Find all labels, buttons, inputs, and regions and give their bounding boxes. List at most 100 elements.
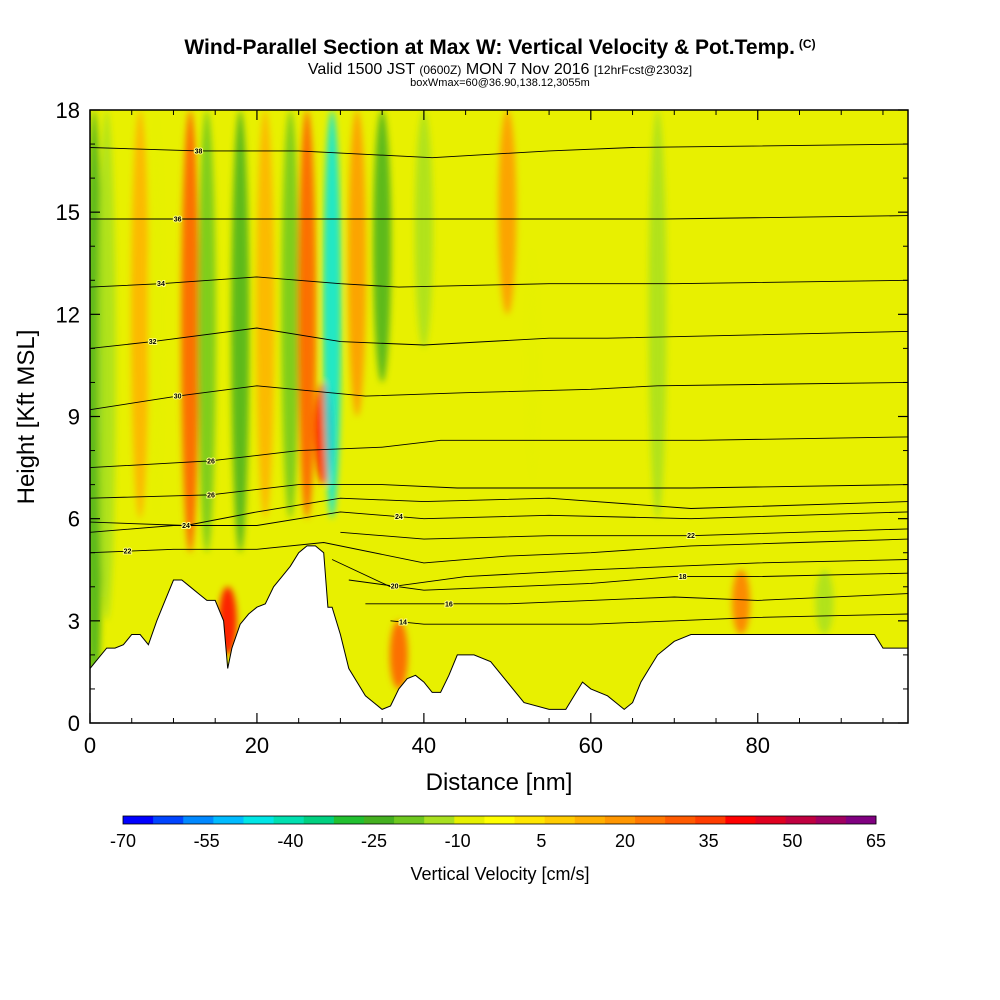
theta-contour-13 bbox=[90, 215, 908, 220]
colorbar-label-5: 5 bbox=[536, 831, 546, 851]
theta-contour-label-7: 24 bbox=[182, 523, 190, 530]
colorbar-swatch-8 bbox=[363, 816, 395, 824]
w-streak-7 bbox=[231, 110, 250, 553]
x-tick-label-20: 20 bbox=[245, 733, 269, 758]
theta-contour-label-12: 34 bbox=[157, 281, 165, 288]
w-streak-17 bbox=[498, 110, 517, 315]
x-tick-label-0: 0 bbox=[84, 733, 96, 758]
colorbar-title: Vertical Velocity [cm/s] bbox=[410, 864, 589, 884]
colorbar-label-65: 65 bbox=[866, 831, 886, 851]
colorbar-label-50: 50 bbox=[782, 831, 802, 851]
w-streak-12 bbox=[323, 110, 342, 519]
w-streak-19 bbox=[648, 110, 667, 519]
colorbar-swatch-1 bbox=[153, 816, 184, 824]
colorbar-swatch-20 bbox=[725, 816, 756, 824]
theta-contour-label-8: 26 bbox=[207, 492, 215, 499]
w-streak-1 bbox=[97, 110, 116, 621]
theta-contour-0 bbox=[390, 613, 908, 625]
x-tick-label-80: 80 bbox=[746, 733, 770, 758]
theta-contour-12 bbox=[90, 276, 908, 288]
w-streak-18 bbox=[523, 246, 542, 485]
terrain-mask bbox=[90, 545, 908, 723]
colorbar-swatch-0 bbox=[123, 816, 154, 824]
plot-area: 14 16 18 20 22 22 24 24 26 26 30 32 34 36 38 bbox=[90, 110, 908, 723]
copyright-mark: (C) bbox=[798, 37, 816, 51]
colorbar-label--70: -70 bbox=[110, 831, 136, 851]
theta-contour-2 bbox=[348, 572, 908, 591]
theta-contour-4 bbox=[90, 538, 908, 564]
colorbar-swatch-11 bbox=[454, 816, 485, 824]
colorbar-label--55: -55 bbox=[194, 831, 220, 851]
theta-contour-label-11: 32 bbox=[149, 339, 157, 346]
potential-temperature-contours: 14 16 18 20 22 22 24 24 26 26 30 32 34 36 38 bbox=[90, 143, 908, 628]
w-streak-2 bbox=[131, 110, 150, 519]
y-tick-label-0: 0 bbox=[68, 711, 80, 736]
x-axis-title: Distance [nm] bbox=[426, 769, 573, 796]
theta-contour-7 bbox=[90, 497, 908, 526]
theta-contour-label-4: 22 bbox=[124, 549, 132, 556]
colorbar-swatch-22 bbox=[785, 816, 817, 824]
w-streak-9 bbox=[281, 110, 300, 519]
colorbar-swatch-7 bbox=[333, 816, 365, 824]
w-streak-3 bbox=[147, 110, 166, 519]
w-streak-8 bbox=[256, 110, 275, 519]
valid-date: MON 7 Nov 2016 bbox=[465, 61, 590, 78]
forecast-info: [12hrFcst@2303z] bbox=[593, 63, 693, 77]
theta-contour-10 bbox=[90, 381, 908, 411]
theta-contour-label-14: 38 bbox=[195, 148, 203, 155]
y-tick-label-6: 6 bbox=[68, 507, 80, 532]
theta-contour-label-0: 14 bbox=[399, 620, 407, 627]
vertical-velocity-field bbox=[90, 110, 834, 723]
theta-contour-label-1: 16 bbox=[445, 601, 453, 608]
colorbar-swatch-13 bbox=[514, 816, 546, 824]
y-tick-label-12: 12 bbox=[56, 302, 80, 327]
colorbar-label-35: 35 bbox=[699, 831, 719, 851]
colorbar-swatch-15 bbox=[574, 816, 606, 824]
colorbar-swatch-16 bbox=[604, 816, 636, 824]
theta-contour-1 bbox=[365, 593, 908, 605]
colorbar-swatch-5 bbox=[273, 816, 305, 824]
colorbar-swatch-12 bbox=[484, 816, 515, 824]
y-tick-label-18: 18 bbox=[56, 98, 80, 123]
box-wmax-info: boxWmax=60@36.90,138.12,3055m bbox=[410, 77, 590, 89]
w-streak-5 bbox=[197, 110, 216, 553]
theta-contour-label-2: 18 bbox=[679, 574, 687, 581]
theta-contour-label-9: 26 bbox=[207, 458, 215, 465]
x-tick-label-60: 60 bbox=[579, 733, 603, 758]
colorbar-swatch-4 bbox=[243, 816, 274, 824]
x-axis: 0 20 40 60 80 bbox=[84, 110, 884, 758]
colorbar-swatch-10 bbox=[424, 816, 455, 824]
theta-contour-label-13: 36 bbox=[174, 216, 182, 223]
x-tick-label-40: 40 bbox=[412, 733, 436, 758]
theta-contour-label-6: 24 bbox=[395, 514, 403, 521]
theta-contour-11 bbox=[90, 327, 908, 349]
y-tick-label-3: 3 bbox=[68, 609, 80, 634]
colorbar-label--10: -10 bbox=[445, 831, 471, 851]
colorbar-label--40: -40 bbox=[277, 831, 303, 851]
theta-contour-label-10: 30 bbox=[174, 394, 182, 401]
chart-title: Wind-Parallel Section at Max W: Vertical… bbox=[0, 36, 1000, 60]
colorbar-swatch-21 bbox=[755, 816, 787, 824]
w-streak-14 bbox=[373, 110, 392, 383]
colorbar-swatch-6 bbox=[303, 816, 335, 824]
colorbar-swatch-24 bbox=[845, 816, 877, 824]
y-tick-label-15: 15 bbox=[56, 200, 80, 225]
colorbar-label--25: -25 bbox=[361, 831, 387, 851]
w-streak-16 bbox=[414, 110, 433, 349]
valid-time: Valid 1500 JST bbox=[307, 61, 415, 78]
theta-contour-9 bbox=[90, 436, 908, 469]
w-streak-13 bbox=[348, 110, 367, 417]
theta-contour-label-5: 22 bbox=[687, 533, 695, 540]
theta-contour-3 bbox=[331, 559, 908, 588]
colorbar-swatch-3 bbox=[213, 816, 244, 824]
w-streak-20 bbox=[732, 569, 751, 635]
colorbar-label-20: 20 bbox=[615, 831, 635, 851]
colorbar-frame bbox=[122, 815, 877, 825]
y-tick-label-9: 9 bbox=[68, 405, 80, 430]
w-streak-10 bbox=[298, 110, 317, 519]
theta-contour-label-3: 20 bbox=[391, 584, 399, 591]
w-streak-21 bbox=[815, 569, 834, 635]
colorbar: -70 -55 -40 -25 -10 5 20 35 50 65 bbox=[110, 815, 886, 851]
theta-contour-8 bbox=[90, 484, 908, 499]
theta-contour-5 bbox=[340, 528, 908, 540]
